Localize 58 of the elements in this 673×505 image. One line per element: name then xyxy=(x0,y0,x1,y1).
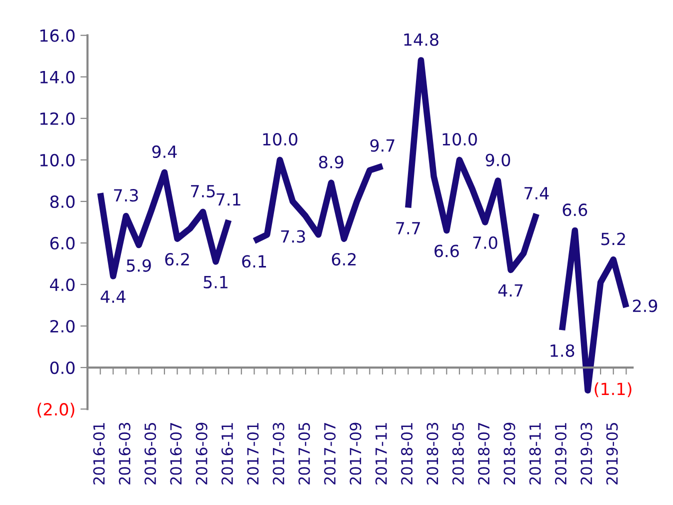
data-label: 7.4 xyxy=(524,187,549,200)
data-label: 6.2 xyxy=(165,252,189,266)
data-label: 9.4 xyxy=(152,145,177,158)
data-label: 7.1 xyxy=(216,193,240,206)
data-label: 1.8 xyxy=(550,344,574,357)
data-label: 10.0 xyxy=(263,132,298,146)
data-label: 6.6 xyxy=(562,204,588,216)
data-label: 4.4 xyxy=(100,290,126,303)
x-tick-label: 2018-11 xyxy=(529,423,541,484)
y-tick-label: 8.0 xyxy=(50,195,75,208)
x-tick-label: 2016-07 xyxy=(170,423,182,484)
data-label: 7.3 xyxy=(281,230,305,243)
x-tick-label: 2018-07 xyxy=(478,423,490,484)
data-label: 7.0 xyxy=(473,236,498,249)
data-label: 4.7 xyxy=(498,284,523,297)
y-tick-label: (2.0) xyxy=(38,402,74,418)
x-tick-label: 2018-09 xyxy=(504,422,516,484)
data-label: 7.7 xyxy=(396,222,420,234)
y-tick-label: 10.0 xyxy=(40,154,75,166)
data-label: 10.0 xyxy=(442,132,477,146)
data-label: 7.5 xyxy=(191,185,215,198)
y-tick-label: 2.0 xyxy=(50,320,75,333)
data-label: 9.0 xyxy=(486,154,510,166)
x-tick-label: 2016-09 xyxy=(196,422,208,484)
data-label: 7.3 xyxy=(114,189,138,202)
data-label: 8.9 xyxy=(319,156,344,168)
x-tick-label: 2017-03 xyxy=(272,422,284,484)
y-tick-label: 6.0 xyxy=(50,236,75,250)
data-label: 14.8 xyxy=(404,33,438,46)
x-tick-label: 2017-07 xyxy=(324,423,336,484)
x-tick-label: 2019-03 xyxy=(580,422,592,484)
x-tick-label: 2017-01 xyxy=(247,423,259,484)
x-tick-label: 2019-01 xyxy=(554,423,567,484)
data-label: 5.1 xyxy=(204,276,228,288)
data-label: 5.2 xyxy=(601,232,625,246)
data-label: 5.9 xyxy=(126,259,151,272)
x-tick-label: 2018-01 xyxy=(401,423,413,484)
y-tick-label: 14.0 xyxy=(40,70,75,84)
data-label: 9.7 xyxy=(370,139,394,152)
y-tick-label: 4.0 xyxy=(50,278,75,292)
y-tick-label: 0.0 xyxy=(50,361,75,374)
x-tick-label: 2017-05 xyxy=(298,423,310,484)
x-tick-label: 2017-09 xyxy=(350,422,362,484)
data-label: 6.1 xyxy=(242,255,266,268)
data-label: 6.2 xyxy=(332,252,356,266)
x-tick-label: 2018-05 xyxy=(452,423,464,484)
x-tick-label: 2019-05 xyxy=(606,423,618,484)
x-tick-label: 2016-03 xyxy=(118,422,130,484)
data-label: 6.6 xyxy=(434,244,459,258)
x-tick-label: 2018-03 xyxy=(426,422,438,484)
x-tick-label: 2016-11 xyxy=(221,423,234,484)
x-tick-label: 2017-11 xyxy=(375,423,387,484)
x-tick-label: 2016-05 xyxy=(144,423,156,484)
y-tick-label: 16.0 xyxy=(40,29,75,42)
y-tick-label: 12.0 xyxy=(40,112,75,125)
data-label: 2.9 xyxy=(632,300,658,312)
x-tick-label: 2016-01 xyxy=(93,423,105,484)
data-label: (1.1) xyxy=(594,382,632,398)
